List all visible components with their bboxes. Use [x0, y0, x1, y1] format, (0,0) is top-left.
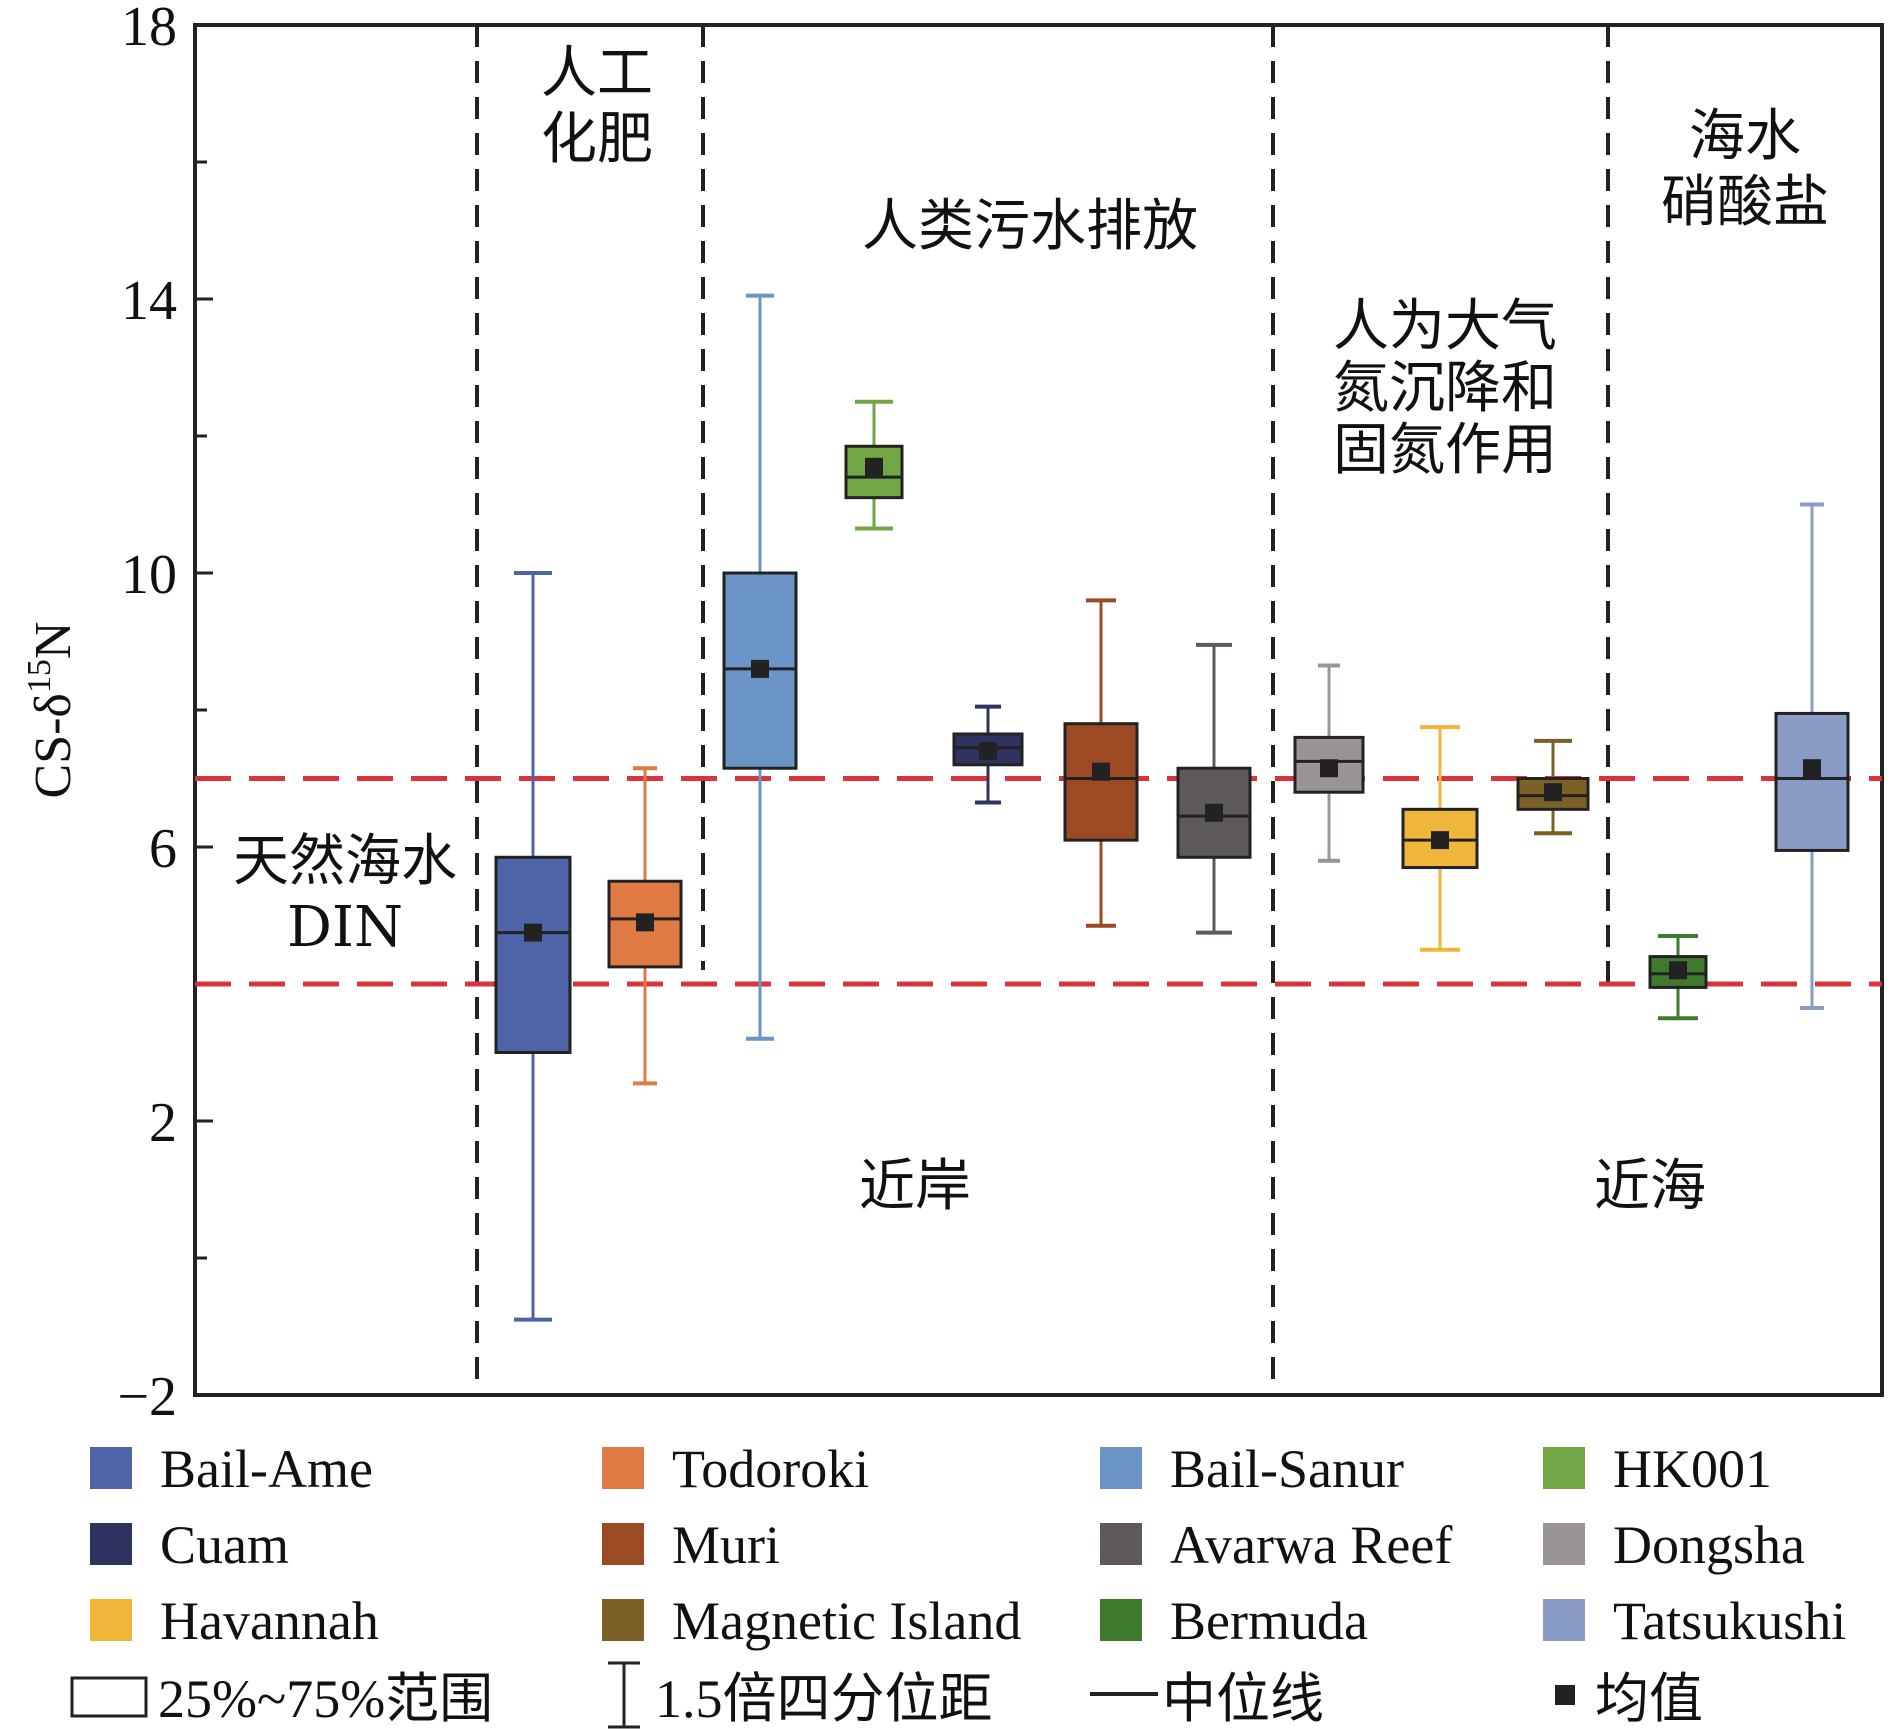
legend-swatch [1543, 1523, 1585, 1565]
mean-marker [751, 659, 769, 678]
legend-label: Muri [672, 1515, 780, 1575]
box-havannah [1401, 725, 1479, 952]
box-bermuda [1648, 934, 1708, 1021]
legend-label: Tatsukushi [1613, 1591, 1846, 1651]
iqr-box [494, 855, 572, 1055]
region-label: 氮沉降和 [1333, 356, 1557, 421]
y-tick-label: 6 [149, 818, 177, 880]
legend-mean-label: 均值 [1595, 1669, 1703, 1729]
region-label: 硝酸盐 [1661, 170, 1829, 235]
box-bail-ame [494, 571, 572, 1322]
box-dongsha [1293, 663, 1365, 863]
legend-label: Havannah [160, 1591, 379, 1651]
box-bail-sanur [722, 293, 798, 1041]
legend-swatch [90, 1599, 132, 1641]
zone-label: 近岸 [859, 1154, 971, 1219]
legend: Bail-Ame Todoroki Bail-Sanur HK001 Cuam Muri A… [70, 1439, 1846, 1729]
legend-median-label: 中位线 [1162, 1669, 1324, 1729]
mean-marker [1544, 783, 1562, 802]
mean-marker [1803, 759, 1821, 778]
legend-label: Cuam [160, 1515, 289, 1575]
region-label: 人工 [541, 41, 653, 106]
mean-marker [865, 457, 883, 476]
region-label: 天然海水 [233, 829, 457, 894]
y-tick-label: 14 [121, 270, 177, 332]
mean-marker [524, 923, 542, 942]
box-hk001 [844, 399, 904, 531]
box-avarwa-reef [1176, 642, 1252, 935]
box-magnetic-island [1516, 738, 1590, 836]
legend-swatch [90, 1447, 132, 1489]
region-label: 人类污水排放 [862, 194, 1198, 259]
mean-marker [1320, 759, 1338, 778]
iqr-box [1774, 711, 1850, 852]
legend-swatch [1100, 1599, 1142, 1641]
mean-marker [1669, 961, 1687, 980]
box-todoroki [607, 766, 683, 1086]
mean-marker [1092, 762, 1110, 781]
y-tick-label: −2 [117, 1366, 177, 1428]
legend-swatch [1100, 1523, 1142, 1565]
legend-swatch [1543, 1599, 1585, 1641]
region-label: 固氮作用 [1333, 418, 1557, 483]
legend-label: Dongsha [1613, 1515, 1805, 1575]
mean-marker [979, 742, 997, 761]
y-tick-label: 18 [121, 0, 177, 58]
legend-label: Bail-Sanur [1170, 1439, 1404, 1499]
iqr-box [607, 879, 683, 969]
legend-swatch [1100, 1447, 1142, 1489]
region-label: 人为大气 [1333, 294, 1557, 359]
legend-swatch [602, 1599, 644, 1641]
legend-swatch [90, 1523, 132, 1565]
mean-marker [1205, 803, 1223, 822]
box-cuam [952, 704, 1024, 805]
mean-marker [1431, 831, 1449, 850]
legend-swatch [1543, 1447, 1585, 1489]
region-label: DIN [287, 895, 403, 960]
legend-label: Todoroki [672, 1439, 869, 1499]
legend-label: Bail-Ame [160, 1439, 373, 1499]
legend-mean-symbol [1555, 1685, 1575, 1705]
region-label: 化肥 [541, 107, 653, 172]
legend-label: Bermuda [1170, 1591, 1368, 1651]
legend-label: HK001 [1613, 1439, 1772, 1499]
y-tick-label: 10 [121, 544, 177, 606]
legend-swatch [602, 1447, 644, 1489]
legend-label: Avarwa Reef [1170, 1515, 1452, 1575]
iqr-box [1063, 722, 1139, 842]
region-label: 海水 [1689, 104, 1801, 169]
legend-whisker-label: 1.5倍四分位距 [655, 1669, 993, 1729]
box-tatsukushi [1774, 502, 1850, 1010]
legend-swatch [602, 1523, 644, 1565]
legend-box-label: 25%~75%范围 [158, 1669, 493, 1729]
box-muri [1063, 598, 1139, 928]
zone-label: 近海 [1594, 1154, 1706, 1219]
legend-label: Magnetic Island [672, 1591, 1021, 1651]
y-axis-title: CS-δ15N [21, 622, 82, 799]
y-tick-label: 2 [149, 1092, 177, 1154]
mean-marker [636, 913, 654, 932]
legend-box-symbol [70, 1676, 148, 1718]
